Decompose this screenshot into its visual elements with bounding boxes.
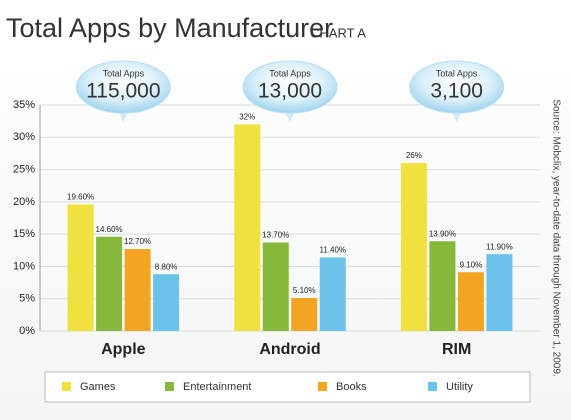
- legend-label: Games: [80, 381, 116, 393]
- value-label: 32%: [239, 112, 255, 121]
- bar: [234, 124, 261, 331]
- y-tick-label: 20%: [13, 196, 35, 208]
- source-note: Source: Mobclix, year-to-date data throu…: [550, 99, 561, 376]
- value-label: 9.10%: [460, 260, 483, 269]
- bubble-value: 3,100: [430, 80, 483, 103]
- legend-label: Entertainment: [183, 381, 251, 393]
- value-label: 14.60%: [96, 225, 123, 234]
- legend-swatch: [165, 382, 174, 391]
- bar: [429, 241, 456, 331]
- x-tick-label: RIM: [442, 341, 471, 358]
- bar: [486, 254, 513, 331]
- legend-swatch: [428, 382, 437, 391]
- y-tick-label: 25%: [13, 163, 35, 175]
- bubble-value: 13,000: [258, 80, 322, 103]
- value-label: 13.90%: [429, 229, 456, 238]
- value-label: 12.70%: [124, 237, 151, 246]
- bar: [124, 248, 151, 331]
- y-tick-label: 15%: [13, 228, 35, 240]
- bubble: [409, 60, 505, 114]
- bubble: [75, 60, 171, 114]
- value-label: 11.40%: [319, 245, 346, 254]
- y-tick-label: 5%: [19, 293, 35, 305]
- value-label: 11.90%: [486, 242, 513, 251]
- value-label: 19.60%: [67, 193, 94, 202]
- bubble: [242, 60, 338, 114]
- value-label: 26%: [406, 151, 422, 160]
- legend-swatch: [318, 382, 327, 391]
- bubble-title: Total Apps: [103, 68, 145, 78]
- bar: [67, 204, 94, 331]
- x-tick-label: Apple: [101, 341, 146, 358]
- value-label: 8.80%: [155, 262, 178, 271]
- y-tick-label: 10%: [13, 260, 35, 272]
- y-tick-label: 0%: [19, 325, 35, 337]
- bar: [96, 236, 123, 331]
- bar: [262, 242, 289, 331]
- bubble-title: Total Apps: [436, 68, 478, 78]
- legend-label: Books: [336, 381, 367, 393]
- bar: [291, 298, 318, 331]
- bubble-title: Total Apps: [269, 68, 311, 78]
- legend-swatch: [62, 382, 71, 391]
- value-label: 13.70%: [262, 231, 289, 240]
- bubble-value: 115,000: [86, 80, 160, 103]
- y-tick-label: 35%: [13, 99, 35, 111]
- bar: [319, 257, 346, 331]
- value-label: 5.10%: [293, 286, 316, 295]
- chart-subtitle: CHART A: [310, 25, 366, 40]
- legend-label: Utility: [446, 381, 473, 393]
- bar: [153, 274, 180, 331]
- x-tick-label: Android: [259, 341, 320, 358]
- bar: [400, 163, 427, 331]
- y-tick-label: 30%: [13, 131, 35, 143]
- legend-box: [44, 371, 531, 403]
- chart-title: Total Apps by Manufacturer: [6, 13, 333, 43]
- bar: [457, 272, 484, 331]
